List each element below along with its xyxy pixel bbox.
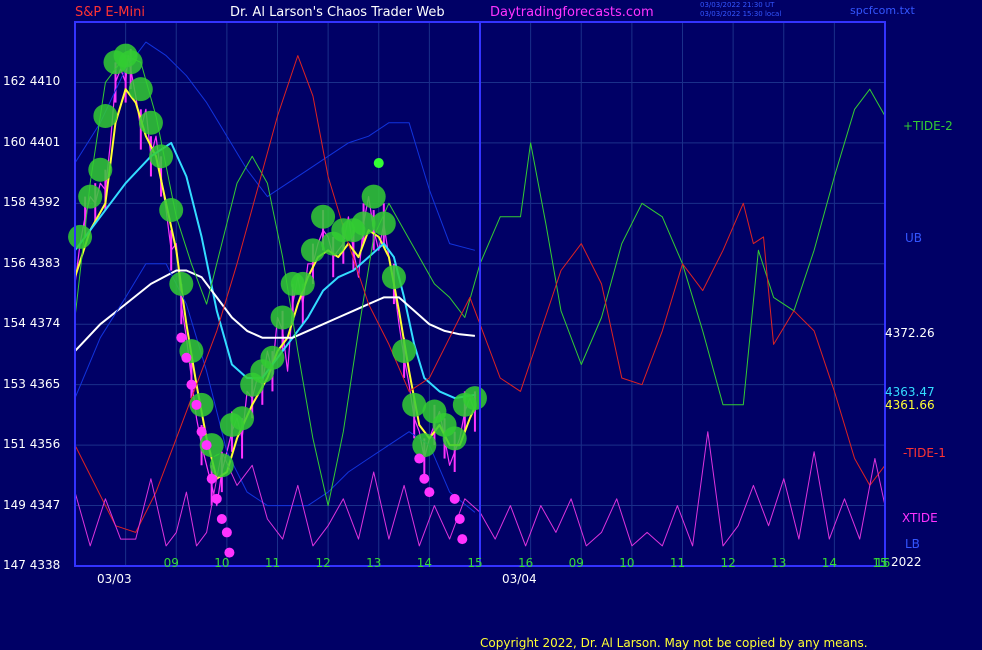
x-tick-label: 12 — [720, 556, 736, 570]
magenta-dots-marker — [181, 352, 192, 363]
magenta-dots-marker — [176, 332, 187, 343]
copyright-notice: Copyright 2022, Dr. Al Larson. May not b… — [480, 636, 868, 650]
x-tick-label: 10 — [619, 556, 635, 570]
series-ub — [74, 41, 476, 251]
green-balls-marker — [189, 392, 214, 417]
x-tick-label: 09 — [163, 556, 179, 570]
tide1-label: -TIDE-1 — [903, 446, 946, 460]
y-tick-label: 149 4347 — [3, 497, 61, 512]
date-tick-label: 03/03 — [97, 572, 132, 586]
green-balls-marker — [138, 110, 163, 135]
series-white-average — [74, 269, 476, 352]
green-dot-marker — [373, 158, 384, 169]
xtide-label: XTIDE — [902, 511, 938, 525]
magenta-dots-marker — [414, 453, 425, 464]
x-tick-label: 10 — [214, 556, 230, 570]
tide2-label: +TIDE-2 — [903, 119, 953, 133]
green-balls-marker — [452, 392, 477, 417]
date-tick-label: 03/04 — [502, 572, 537, 586]
series--tide-2 — [74, 55, 886, 507]
series-cyan-average — [74, 141, 476, 400]
green-balls-marker — [149, 144, 174, 169]
green-balls-marker — [169, 271, 194, 296]
green-balls-marker — [93, 104, 118, 129]
series-xtide — [74, 431, 886, 547]
y-tick-label: 156 4383 — [3, 255, 61, 270]
yellow-average-value: 4361.66 — [885, 398, 935, 412]
green-balls-marker — [68, 224, 93, 249]
magenta-dots-marker — [216, 513, 227, 524]
magenta-dots-marker — [419, 473, 430, 484]
green-balls-marker — [219, 412, 244, 437]
y-tick-label: 154 4374 — [3, 316, 61, 331]
green-balls-marker — [392, 339, 417, 364]
green-balls-marker — [412, 433, 437, 458]
green-balls-marker — [280, 271, 305, 296]
green-balls-marker — [311, 204, 336, 229]
y-tick-label: 151 4356 — [3, 437, 61, 452]
green-balls-marker — [321, 231, 346, 256]
green-balls-marker — [159, 198, 184, 223]
year-label: 2022 — [891, 555, 922, 569]
x-tick-label: 14 — [821, 556, 838, 570]
data-file-name: spcfcom.txt — [850, 4, 915, 17]
x-tick-label: 09 — [568, 556, 584, 570]
magenta-dots-marker — [191, 399, 202, 410]
cyan-average-value: 4363.47 — [885, 385, 935, 399]
y-tick-label: 147 4338 — [3, 558, 61, 572]
white-average-value: 4372.26 — [885, 326, 935, 340]
timestamp-utc: 03/03/2022 21:30 UT — [700, 1, 775, 9]
green-balls-marker — [88, 157, 113, 182]
y-tick-label: 158 4392 — [3, 195, 61, 210]
series--tide-1 — [74, 55, 886, 533]
x-tick-label: 16 — [875, 556, 891, 570]
green-balls-marker — [371, 211, 396, 236]
x-tick-label: 12 — [315, 556, 331, 570]
site-title: Dr. Al Larson's Chaos Trader Web — [230, 5, 445, 20]
green-balls-marker — [78, 184, 103, 209]
magenta-dots-marker — [224, 547, 235, 558]
site-url[interactable]: Daytradingforecasts.com — [490, 5, 654, 20]
green-balls-marker — [422, 399, 447, 424]
x-tick-label: 15 — [467, 556, 483, 570]
instrument-title: S&P E-Mini — [75, 5, 145, 20]
chart-frame — [74, 21, 886, 567]
timestamp-local: 03/03/2022 15:30 local — [700, 10, 782, 18]
lb-label: LB — [905, 537, 920, 551]
x-tick-label: 14 — [416, 556, 433, 570]
green-balls-marker — [402, 392, 427, 417]
magenta-dots-marker — [221, 527, 232, 538]
ub-label: UB — [905, 231, 923, 245]
green-balls-marker — [300, 238, 325, 263]
x-tick-label: 15 — [872, 556, 888, 570]
x-tick-label: 13 — [771, 556, 787, 570]
green-balls-marker — [128, 77, 153, 102]
green-balls-marker — [361, 184, 386, 209]
series-lb — [74, 263, 476, 513]
magenta-dots-marker — [201, 440, 212, 451]
green-balls-marker — [381, 265, 406, 290]
green-balls-marker — [103, 50, 128, 75]
magenta-dots-marker — [186, 379, 197, 390]
x-tick-label: 16 — [518, 556, 534, 570]
y-tick-label: 160 4401 — [3, 134, 61, 149]
magenta-dots-marker — [449, 493, 460, 504]
green-balls-marker — [199, 433, 224, 458]
magenta-dots-marker — [454, 513, 465, 524]
x-tick-label: 13 — [366, 556, 382, 570]
magenta-dots-marker — [457, 534, 468, 545]
y-tick-label: 153 4365 — [3, 376, 61, 391]
green-balls-marker — [270, 305, 295, 330]
magenta-dots-marker — [196, 426, 207, 437]
magenta-dots-marker — [211, 493, 222, 504]
magenta-dots-marker — [206, 473, 217, 484]
green-balls-marker — [209, 453, 234, 478]
y-tick-label: 162 4410 — [3, 74, 61, 89]
x-tick-label: 11 — [264, 556, 281, 570]
green-balls-marker — [240, 372, 265, 397]
magenta-dots-marker — [424, 487, 435, 498]
x-tick-label: 11 — [669, 556, 686, 570]
